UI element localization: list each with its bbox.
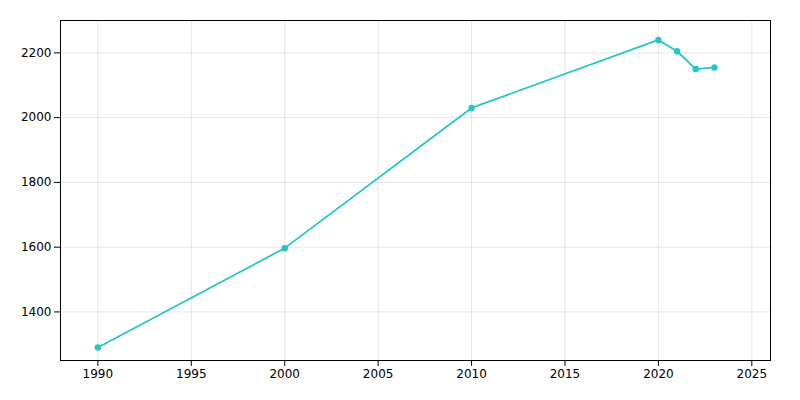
- svg-text:1400: 1400: [21, 305, 52, 319]
- svg-text:2020: 2020: [643, 367, 674, 381]
- svg-text:2015: 2015: [550, 367, 581, 381]
- svg-text:2010: 2010: [456, 367, 487, 381]
- svg-text:2025: 2025: [737, 367, 768, 381]
- svg-text:1995: 1995: [176, 367, 207, 381]
- svg-text:1990: 1990: [83, 367, 114, 381]
- svg-text:2000: 2000: [21, 110, 52, 124]
- svg-text:2000: 2000: [269, 367, 300, 381]
- svg-text:2200: 2200: [21, 46, 52, 60]
- svg-text:1600: 1600: [21, 240, 52, 254]
- svg-text:1800: 1800: [21, 175, 52, 189]
- svg-text:2005: 2005: [363, 367, 394, 381]
